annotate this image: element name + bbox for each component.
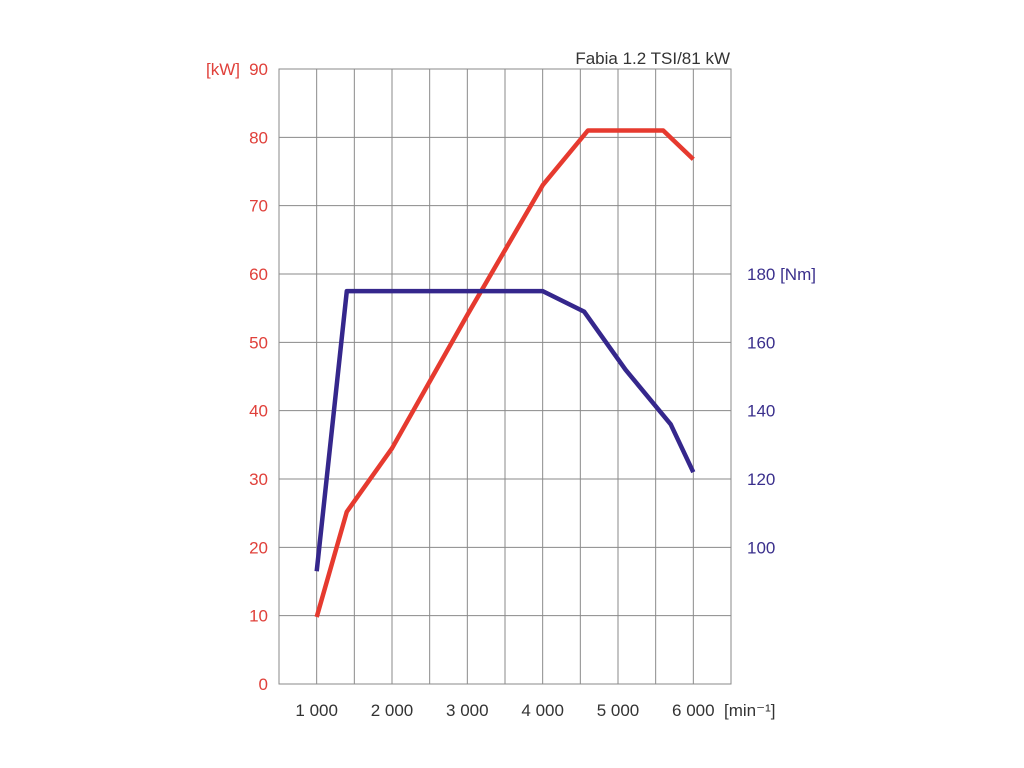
right-tick-label: 180 [Nm] bbox=[747, 265, 816, 284]
bottom-tick-label: 4 000 bbox=[521, 701, 564, 720]
right-tick-label: 100 bbox=[747, 538, 775, 557]
bottom-tick-label: 1 000 bbox=[295, 701, 338, 720]
chart-title: Fabia 1.2 TSI/81 kW bbox=[575, 49, 730, 68]
right-tick-label: 120 bbox=[747, 470, 775, 489]
left-tick-label: 10 bbox=[249, 607, 268, 626]
left-tick-label: 30 bbox=[249, 470, 268, 489]
right-axis-ticks: 100 120 140 160 180 [Nm] bbox=[747, 265, 816, 557]
bottom-tick-label: 6 000 bbox=[672, 701, 715, 720]
left-tick-label: 60 bbox=[249, 265, 268, 284]
left-tick-label: 90 bbox=[249, 60, 268, 79]
torque-series-line bbox=[314, 288, 696, 572]
left-tick-label: 40 bbox=[249, 402, 268, 421]
grid bbox=[278, 68, 732, 685]
left-tick-label: 50 bbox=[249, 333, 268, 352]
bottom-tick-label: 2 000 bbox=[371, 701, 414, 720]
left-axis-ticks: 0 10 20 30 40 50 60 70 80 90 bbox=[249, 60, 268, 694]
bottom-axis-unit-label: [min⁻¹] bbox=[724, 701, 775, 720]
bottom-tick-label: 3 000 bbox=[446, 701, 489, 720]
power-series-line bbox=[314, 128, 695, 618]
left-tick-label: 70 bbox=[249, 197, 268, 216]
left-tick-label: 80 bbox=[249, 128, 268, 147]
bottom-tick-label: 5 000 bbox=[597, 701, 640, 720]
left-tick-label: 20 bbox=[249, 538, 268, 557]
series bbox=[314, 128, 696, 618]
left-tick-label: 0 bbox=[259, 675, 268, 694]
right-tick-label: 160 bbox=[747, 333, 775, 352]
left-axis-unit-label: [kW] bbox=[206, 60, 240, 79]
bottom-axis-ticks: 1 000 2 000 3 000 4 000 5 000 6 000 bbox=[295, 701, 714, 720]
right-tick-label: 140 bbox=[747, 402, 775, 421]
